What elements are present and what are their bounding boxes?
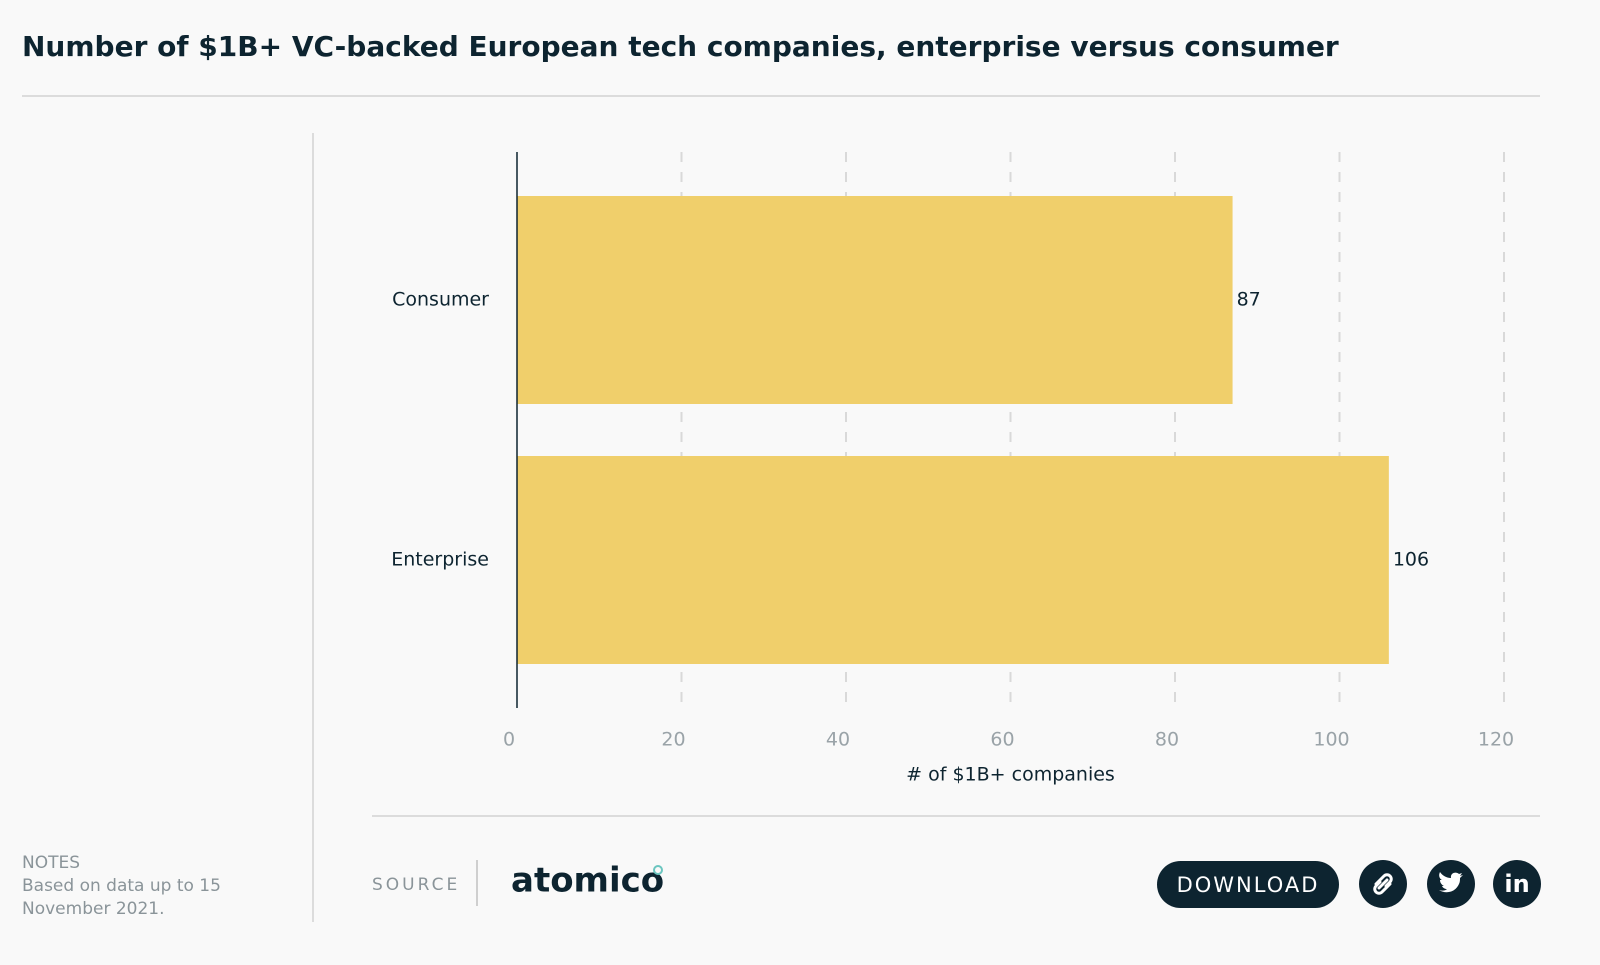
x-tick-label: 60 bbox=[990, 729, 1014, 751]
button-label: DOWNLOAD bbox=[1177, 873, 1320, 897]
y-tick-label: Enterprise bbox=[391, 549, 489, 571]
notes: NOTES Based on data up to 15 November 20… bbox=[22, 852, 252, 921]
twitter-icon bbox=[1439, 872, 1463, 893]
value-label: 87 bbox=[1237, 289, 1261, 311]
notes-text: Based on data up to 15 November 2021. bbox=[22, 876, 221, 919]
linkedin-icon: in bbox=[1504, 870, 1529, 898]
download-button[interactable]: DOWNLOAD bbox=[1157, 861, 1339, 908]
notes-heading: NOTES bbox=[22, 853, 81, 873]
x-tick-label: 40 bbox=[826, 729, 850, 751]
x-tick-label: 80 bbox=[1155, 729, 1179, 751]
x-tick-label: 20 bbox=[661, 729, 685, 751]
y-tick-label: Consumer bbox=[392, 289, 489, 311]
source-label: SOURCE bbox=[372, 875, 460, 895]
share-twitter[interactable] bbox=[1427, 860, 1475, 908]
x-axis-label: # of $1B+ companies bbox=[906, 764, 1115, 786]
bar bbox=[517, 456, 1389, 664]
link-icon bbox=[1373, 873, 1393, 895]
logo-dot bbox=[653, 865, 663, 875]
chart-title: Number of $1B+ VC-backed European tech c… bbox=[22, 30, 1339, 63]
share-link[interactable] bbox=[1359, 860, 1407, 908]
x-tick-label: 120 bbox=[1478, 729, 1514, 751]
bar bbox=[517, 196, 1233, 404]
source-logo[interactable]: atomico bbox=[511, 861, 664, 901]
x-tick-label: 0 bbox=[503, 729, 515, 751]
x-tick-label: 100 bbox=[1313, 729, 1349, 751]
icon-bg bbox=[1493, 860, 1541, 908]
button-bg bbox=[1157, 861, 1339, 908]
share-linkedin[interactable]: in bbox=[1493, 860, 1541, 908]
value-label: 106 bbox=[1393, 549, 1429, 571]
